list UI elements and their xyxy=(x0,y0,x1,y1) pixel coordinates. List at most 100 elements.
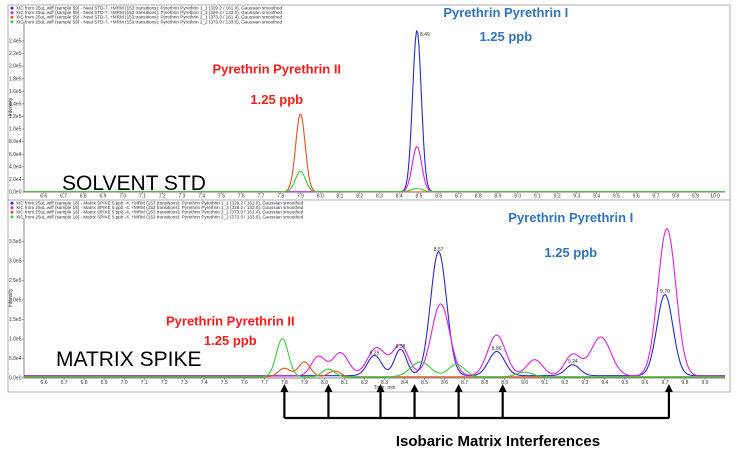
x-tick-label: 9.9 xyxy=(692,194,699,200)
peak-label: 8.49 xyxy=(420,32,430,38)
x-tick-label: 8.0 xyxy=(321,380,328,386)
legend-entry: XIC from 25uL.wiff (sample 59) - Neat ST… xyxy=(16,15,283,20)
x-tick-label: 7.7 xyxy=(257,194,264,200)
x-tick-label: 10.0 xyxy=(710,194,720,200)
x-tick-label: 8.5 xyxy=(421,380,428,386)
peak-label: 8.57 xyxy=(434,247,444,253)
annotation-red: 1.25 ppb xyxy=(250,92,303,107)
x-tick-label: 8.4 xyxy=(396,194,403,200)
x-tick-label: 8.4 xyxy=(401,380,408,386)
peak-label: 8.86 xyxy=(492,346,502,352)
x-tick-label: 6.9 xyxy=(100,194,107,200)
legend-marker xyxy=(10,20,14,24)
x-tick-label: 7.9 xyxy=(301,380,308,386)
x-tick-label: 7.2 xyxy=(159,194,166,200)
x-tick-label: 9.2 xyxy=(554,194,561,200)
x-tick-label: 6.8 xyxy=(80,194,87,200)
x-tick-label: 9.0 xyxy=(514,194,521,200)
peak-label: 9.70 xyxy=(660,289,670,295)
x-tick-label: 8.9 xyxy=(494,194,501,200)
x-tick-label: 7.1 xyxy=(139,194,146,200)
x-axis-label: Time, min xyxy=(374,385,396,391)
y-tick-label: 2.0e5 xyxy=(9,298,22,304)
x-tick-label: 6.8 xyxy=(81,380,88,386)
legend-marker xyxy=(10,206,14,210)
x-tick-label: 8.2 xyxy=(361,380,368,386)
x-tick-label: 8.1 xyxy=(341,380,348,386)
x-tick-label: 8.2 xyxy=(356,194,363,200)
legend-marker xyxy=(10,15,14,19)
panel-top: XIC from 25uL.wiff (sample 59) - Neat ST… xyxy=(7,4,731,202)
x-tick-label: 9.8 xyxy=(681,380,688,386)
x-tick-label: 9.1 xyxy=(534,194,541,200)
x-tick-label: 7.7 xyxy=(261,380,268,386)
interference-label: Isobaric Matrix Interferences xyxy=(396,433,600,450)
x-tick-label: 9.7 xyxy=(661,380,668,386)
y-tick-label: 1.0e5 xyxy=(9,127,22,133)
y-tick-label: 0.0e0 xyxy=(9,376,22,382)
legend-entry: XIC from 25uL.wiff (sample 18) - Matrix … xyxy=(16,205,304,210)
x-tick-label: 7.3 xyxy=(181,380,188,386)
annotation-red: Pyrethrin Pyrethrin II xyxy=(212,62,341,77)
annotation-red: Pyrethrin Pyrethrin II xyxy=(166,313,295,328)
x-tick-label: 7.0 xyxy=(119,194,126,200)
x-tick-label: 7.3 xyxy=(178,194,185,200)
x-tick-label: 9.4 xyxy=(593,194,600,200)
y-tick-label: 1.5e5 xyxy=(9,317,22,323)
y-axis-label: Intensity xyxy=(8,288,14,307)
x-tick-label: 9.3 xyxy=(581,380,588,386)
x-tick-label: 7.4 xyxy=(201,380,208,386)
legend-marker xyxy=(10,11,14,15)
legend-entry: XIC from 25uL.wiff (sample 18) - Matrix … xyxy=(16,210,304,215)
legend-entry: XIC from 25uL.wiff (sample 59) - Neat ST… xyxy=(16,10,283,15)
x-tick-label: 7.8 xyxy=(281,380,288,386)
x-tick-label: 6.7 xyxy=(60,194,67,200)
panel-frame xyxy=(7,4,731,202)
legend-entry: XIC from 25uL.wiff (sample 18) - Matrix … xyxy=(16,201,304,206)
x-tick-label: 8.7 xyxy=(455,194,462,200)
x-tick-label: 9.9 xyxy=(701,380,708,386)
peak-label: 8.38 xyxy=(396,344,406,350)
x-tick-label: 6.7 xyxy=(61,380,68,386)
x-tick-label: 7.9 xyxy=(297,194,304,200)
x-tick-label: 8.6 xyxy=(441,380,448,386)
annotation-blue: Pyrethrin Pyrethrin I xyxy=(443,5,568,20)
x-tick-label: 7.6 xyxy=(241,380,248,386)
x-tick-label: 9.6 xyxy=(633,194,640,200)
x-tick-label: 7.5 xyxy=(218,194,225,200)
y-tick-label: 5.0e4 xyxy=(9,356,22,362)
x-tick-label: 7.0 xyxy=(121,380,128,386)
panel-bottom: XIC from 25uL.wiff (sample 18) - Matrix … xyxy=(7,199,731,450)
x-tick-label: 7.8 xyxy=(277,194,284,200)
x-tick-label: 9.8 xyxy=(672,194,679,200)
x-tick-label: 6.6 xyxy=(40,194,47,200)
x-tick-label: 8.7 xyxy=(461,380,468,386)
legend-marker xyxy=(10,215,14,219)
x-tick-label: 7.1 xyxy=(141,380,148,386)
trace-4 xyxy=(24,170,725,193)
x-tick-label: 9.7 xyxy=(652,194,659,200)
x-tick-label: 9.1 xyxy=(541,380,548,386)
x-tick-label: 8.9 xyxy=(501,380,508,386)
x-tick-label: 9.6 xyxy=(641,380,648,386)
x-tick-label: 7.4 xyxy=(198,194,205,200)
x-tick-label: 8.0 xyxy=(317,194,324,200)
x-tick-label: 7.2 xyxy=(161,380,168,386)
x-tick-label: 8.8 xyxy=(475,194,482,200)
x-tick-label: 7.6 xyxy=(238,194,245,200)
annotation-blue: Pyrethrin Pyrethrin I xyxy=(508,210,633,225)
annotation-blue: 1.25 ppb xyxy=(544,245,597,260)
y-tick-label: 2.0e4 xyxy=(9,177,22,183)
x-tick-label: 9.4 xyxy=(601,380,608,386)
x-tick-label: 8.6 xyxy=(435,194,442,200)
x-tick-label: 6.6 xyxy=(41,380,48,386)
x-tick-label: 7.5 xyxy=(221,380,228,386)
x-tick-label: 8.5 xyxy=(415,194,422,200)
legend-entry: XIC from 25uL.wiff (sample 18) - Matrix … xyxy=(16,214,304,219)
y-tick-label: 1.8e5 xyxy=(9,76,22,82)
x-tick-label: 9.3 xyxy=(573,194,580,200)
x-tick-label: 9.2 xyxy=(561,380,568,386)
y-tick-label: 3.0e5 xyxy=(9,259,22,265)
y-tick-label: 4.0e4 xyxy=(9,164,22,170)
x-tick-label: 9.5 xyxy=(613,194,620,200)
